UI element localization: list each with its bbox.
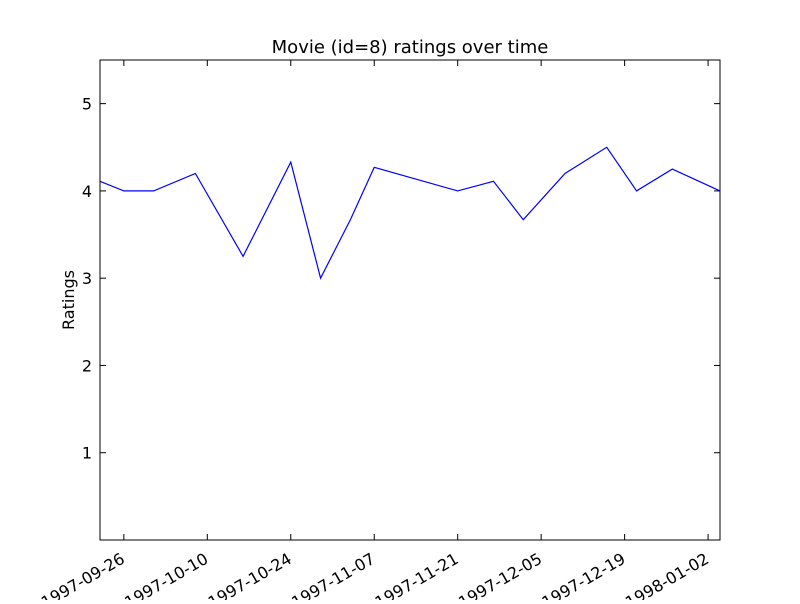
y-tick-label: 4	[82, 182, 92, 201]
x-tick-label: 1997-10-24	[205, 549, 295, 600]
x-tick-label: 1997-12-19	[539, 549, 629, 600]
y-axis-label: Ratings	[59, 270, 78, 330]
x-tick-label: 1997-09-26	[38, 549, 128, 600]
y-tick-label: 3	[82, 269, 92, 288]
y-tick-label: 1	[82, 444, 92, 463]
chart-title: Movie (id=8) ratings over time	[272, 37, 549, 58]
series-layer	[99, 146, 721, 280]
axis-ticks: 123451997-09-261997-10-101997-10-241997-…	[38, 60, 720, 604]
y-tick-label: 5	[82, 95, 92, 114]
x-tick-label: 1997-10-10	[121, 549, 211, 600]
x-tick-label: 1997-11-21	[372, 549, 462, 600]
y-tick-label: 2	[82, 356, 92, 375]
plot-frame	[99, 59, 721, 541]
series-line	[99, 146, 721, 280]
x-tick-label: 1998-01-02	[622, 549, 712, 600]
x-tick-label: 1997-11-07	[288, 549, 378, 600]
x-tick-label: 1997-12-05	[455, 549, 545, 600]
